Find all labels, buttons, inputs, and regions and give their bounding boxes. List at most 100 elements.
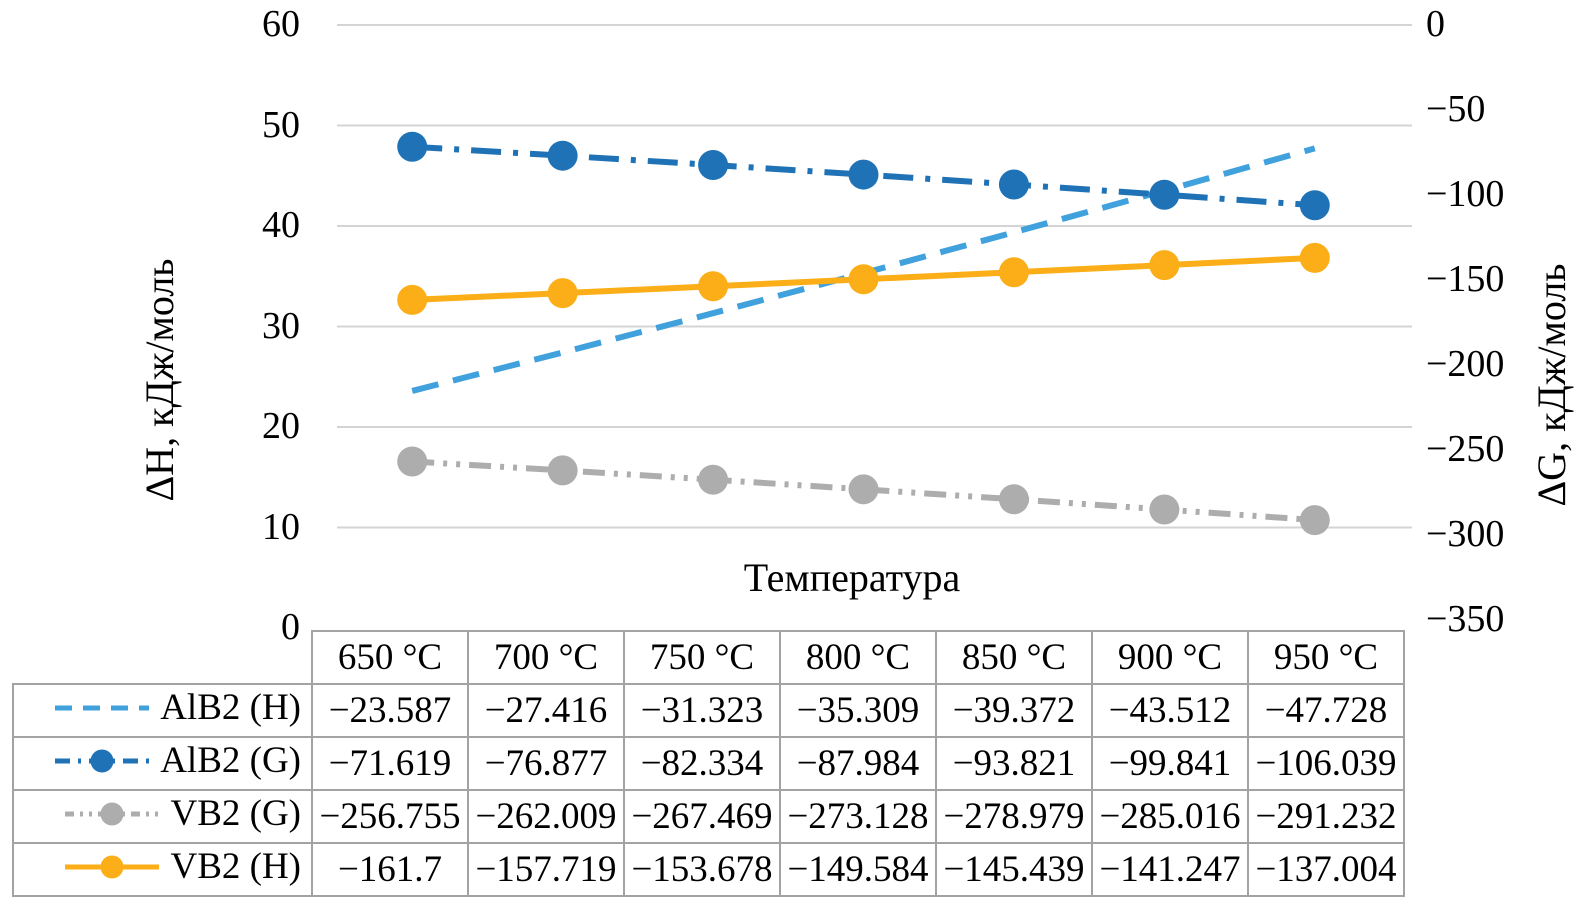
value-cell: −278.979 (935, 789, 1093, 844)
value-cell: −161.7 (311, 842, 469, 897)
value-cell: −31.323 (623, 683, 781, 738)
left-axis-tick-label: 10 (262, 505, 300, 548)
column-header: 950 °C (1247, 630, 1405, 685)
series-legend: AlB2 (H) (52, 686, 301, 729)
series-legend-cell: VB2 (G) (12, 789, 313, 844)
data-point-marker-vb2-g (698, 464, 729, 495)
left-axis-tick-label: 30 (262, 304, 300, 347)
legend-key-marker (90, 749, 114, 773)
data-point-marker-vb2-h (848, 264, 879, 295)
value-cell: −256.755 (311, 789, 469, 844)
series-legend: AlB2 (G) (52, 739, 301, 782)
value-cell: −262.009 (467, 789, 625, 844)
data-point-marker-alb2-g (848, 159, 879, 190)
left-axis-tick-label: 40 (262, 204, 300, 247)
value-cell: −35.309 (779, 683, 937, 738)
data-point-marker-vb2-g (998, 484, 1029, 515)
series-legend: VB2 (H) (62, 845, 301, 888)
value-cell: −267.469 (623, 789, 781, 844)
series-label: VB2 (G) (170, 793, 301, 835)
value-cell: −149.584 (779, 842, 937, 897)
left-axis-title: ΔH, кДж/моль (137, 258, 182, 502)
legend-key-alb2-h- (55, 705, 150, 711)
data-point-marker-vb2-h (547, 278, 578, 309)
legend-key-marker (100, 855, 124, 879)
value-cell: −106.039 (1247, 736, 1405, 791)
data-point-marker-vb2-h (1299, 242, 1330, 273)
x-axis-title: Температура (743, 555, 961, 600)
value-cell: −285.016 (1091, 789, 1249, 844)
series-legend: VB2 (G) (62, 792, 301, 835)
data-point-marker-alb2-g (547, 140, 578, 171)
value-cell: −23.587 (311, 683, 469, 738)
data-point-marker-vb2-h (698, 271, 729, 302)
data-point-marker-vb2-g (397, 446, 428, 477)
data-point-marker-alb2-g (998, 169, 1029, 200)
series-label: AlB2 (G) (160, 740, 301, 782)
right-axis-tick-label: −250 (1426, 428, 1505, 471)
series-label: AlB2 (H) (160, 687, 301, 729)
chart-data-table: 650 °C 700 °C 750 °C 800 °C 850 °C 900 °C 950 … (12, 630, 1405, 897)
value-cell: −99.841 (1091, 736, 1249, 791)
value-cell: −71.619 (311, 736, 469, 791)
table-header-row: 650 °C 700 °C 750 °C 800 °C 850 °C 900 °C 950 … (13, 630, 1405, 685)
chart-plot-area (337, 24, 1412, 536)
table-row: VB2 (G) −256.755 −262.009 −267.469 −273.128−… (12, 789, 1405, 844)
data-point-marker-vb2-h (1149, 250, 1180, 281)
value-cell: −157.719 (467, 842, 625, 897)
series-legend-cell: AlB2 (G) (12, 736, 313, 791)
data-point-marker-alb2-g (1149, 179, 1180, 210)
value-cell: −27.416 (467, 683, 625, 738)
column-header: 850 °C (935, 630, 1093, 685)
value-cell: −82.334 (623, 736, 781, 791)
table-row: AlB2 (H) −23.587 −27.416 −31.323 −35.309 −39.… (12, 683, 1405, 738)
data-point-marker-vb2-g (848, 474, 879, 505)
value-cell: −273.128 (779, 789, 937, 844)
value-cell: −43.512 (1091, 683, 1249, 738)
data-point-marker-alb2-g (1299, 190, 1330, 221)
data-point-marker-vb2-h (998, 257, 1029, 288)
value-cell: −145.439 (935, 842, 1093, 897)
series-legend-cell: VB2 (H) (12, 842, 313, 897)
table-row: VB2 (H) −161.7 −157.719 −153.678 −149.584 −14… (12, 842, 1405, 897)
right-axis-tick-label: −50 (1426, 88, 1486, 131)
data-point-marker-alb2-g (397, 131, 428, 162)
data-point-marker-alb2-g (698, 149, 729, 180)
right-axis-tick-label: −350 (1426, 598, 1505, 641)
data-point-marker-vb2-g (547, 455, 578, 486)
column-header: 900 °C (1091, 630, 1249, 685)
value-cell: −137.004 (1247, 842, 1405, 897)
right-axis-tick-label: −100 (1426, 173, 1505, 216)
column-header: 800 °C (779, 630, 937, 685)
value-cell: −47.728 (1247, 683, 1405, 738)
right-axis-tick-label: −200 (1426, 343, 1505, 386)
column-header: 750 °C (623, 630, 781, 685)
value-cell: −141.247 (1091, 842, 1249, 897)
left-axis-tick-label: 0 (281, 606, 300, 649)
value-cell: −153.678 (623, 842, 781, 897)
left-axis-tick-label: 50 (262, 103, 300, 146)
right-axis-tick-label: 0 (1426, 3, 1445, 46)
right-axis-title: ΔG, кДж/моль (1529, 263, 1574, 507)
series-legend-cell: AlB2 (H) (12, 683, 313, 738)
column-header: 700 °C (467, 630, 625, 685)
series-label: VB2 (H) (170, 846, 301, 888)
legend-key-vb2-g- (65, 802, 160, 826)
value-cell: −93.821 (935, 736, 1093, 791)
legend-key-vb2-h- (65, 855, 160, 879)
value-cell: −87.984 (779, 736, 937, 791)
data-point-marker-vb2-g (1149, 494, 1180, 525)
data-point-marker-vb2-h (397, 284, 428, 315)
legend-key-marker (100, 802, 124, 826)
value-cell: −291.232 (1247, 789, 1405, 844)
data-point-marker-vb2-g (1299, 505, 1330, 536)
legend-key-alb2-g- (55, 749, 150, 773)
column-header: 650 °C (311, 630, 469, 685)
value-cell: −76.877 (467, 736, 625, 791)
value-cell: −39.372 (935, 683, 1093, 738)
table-corner-cell (13, 631, 312, 684)
right-axis-tick-label: −300 (1426, 513, 1505, 556)
left-axis-tick-label: 60 (262, 3, 300, 46)
left-axis-tick-label: 20 (262, 405, 300, 448)
